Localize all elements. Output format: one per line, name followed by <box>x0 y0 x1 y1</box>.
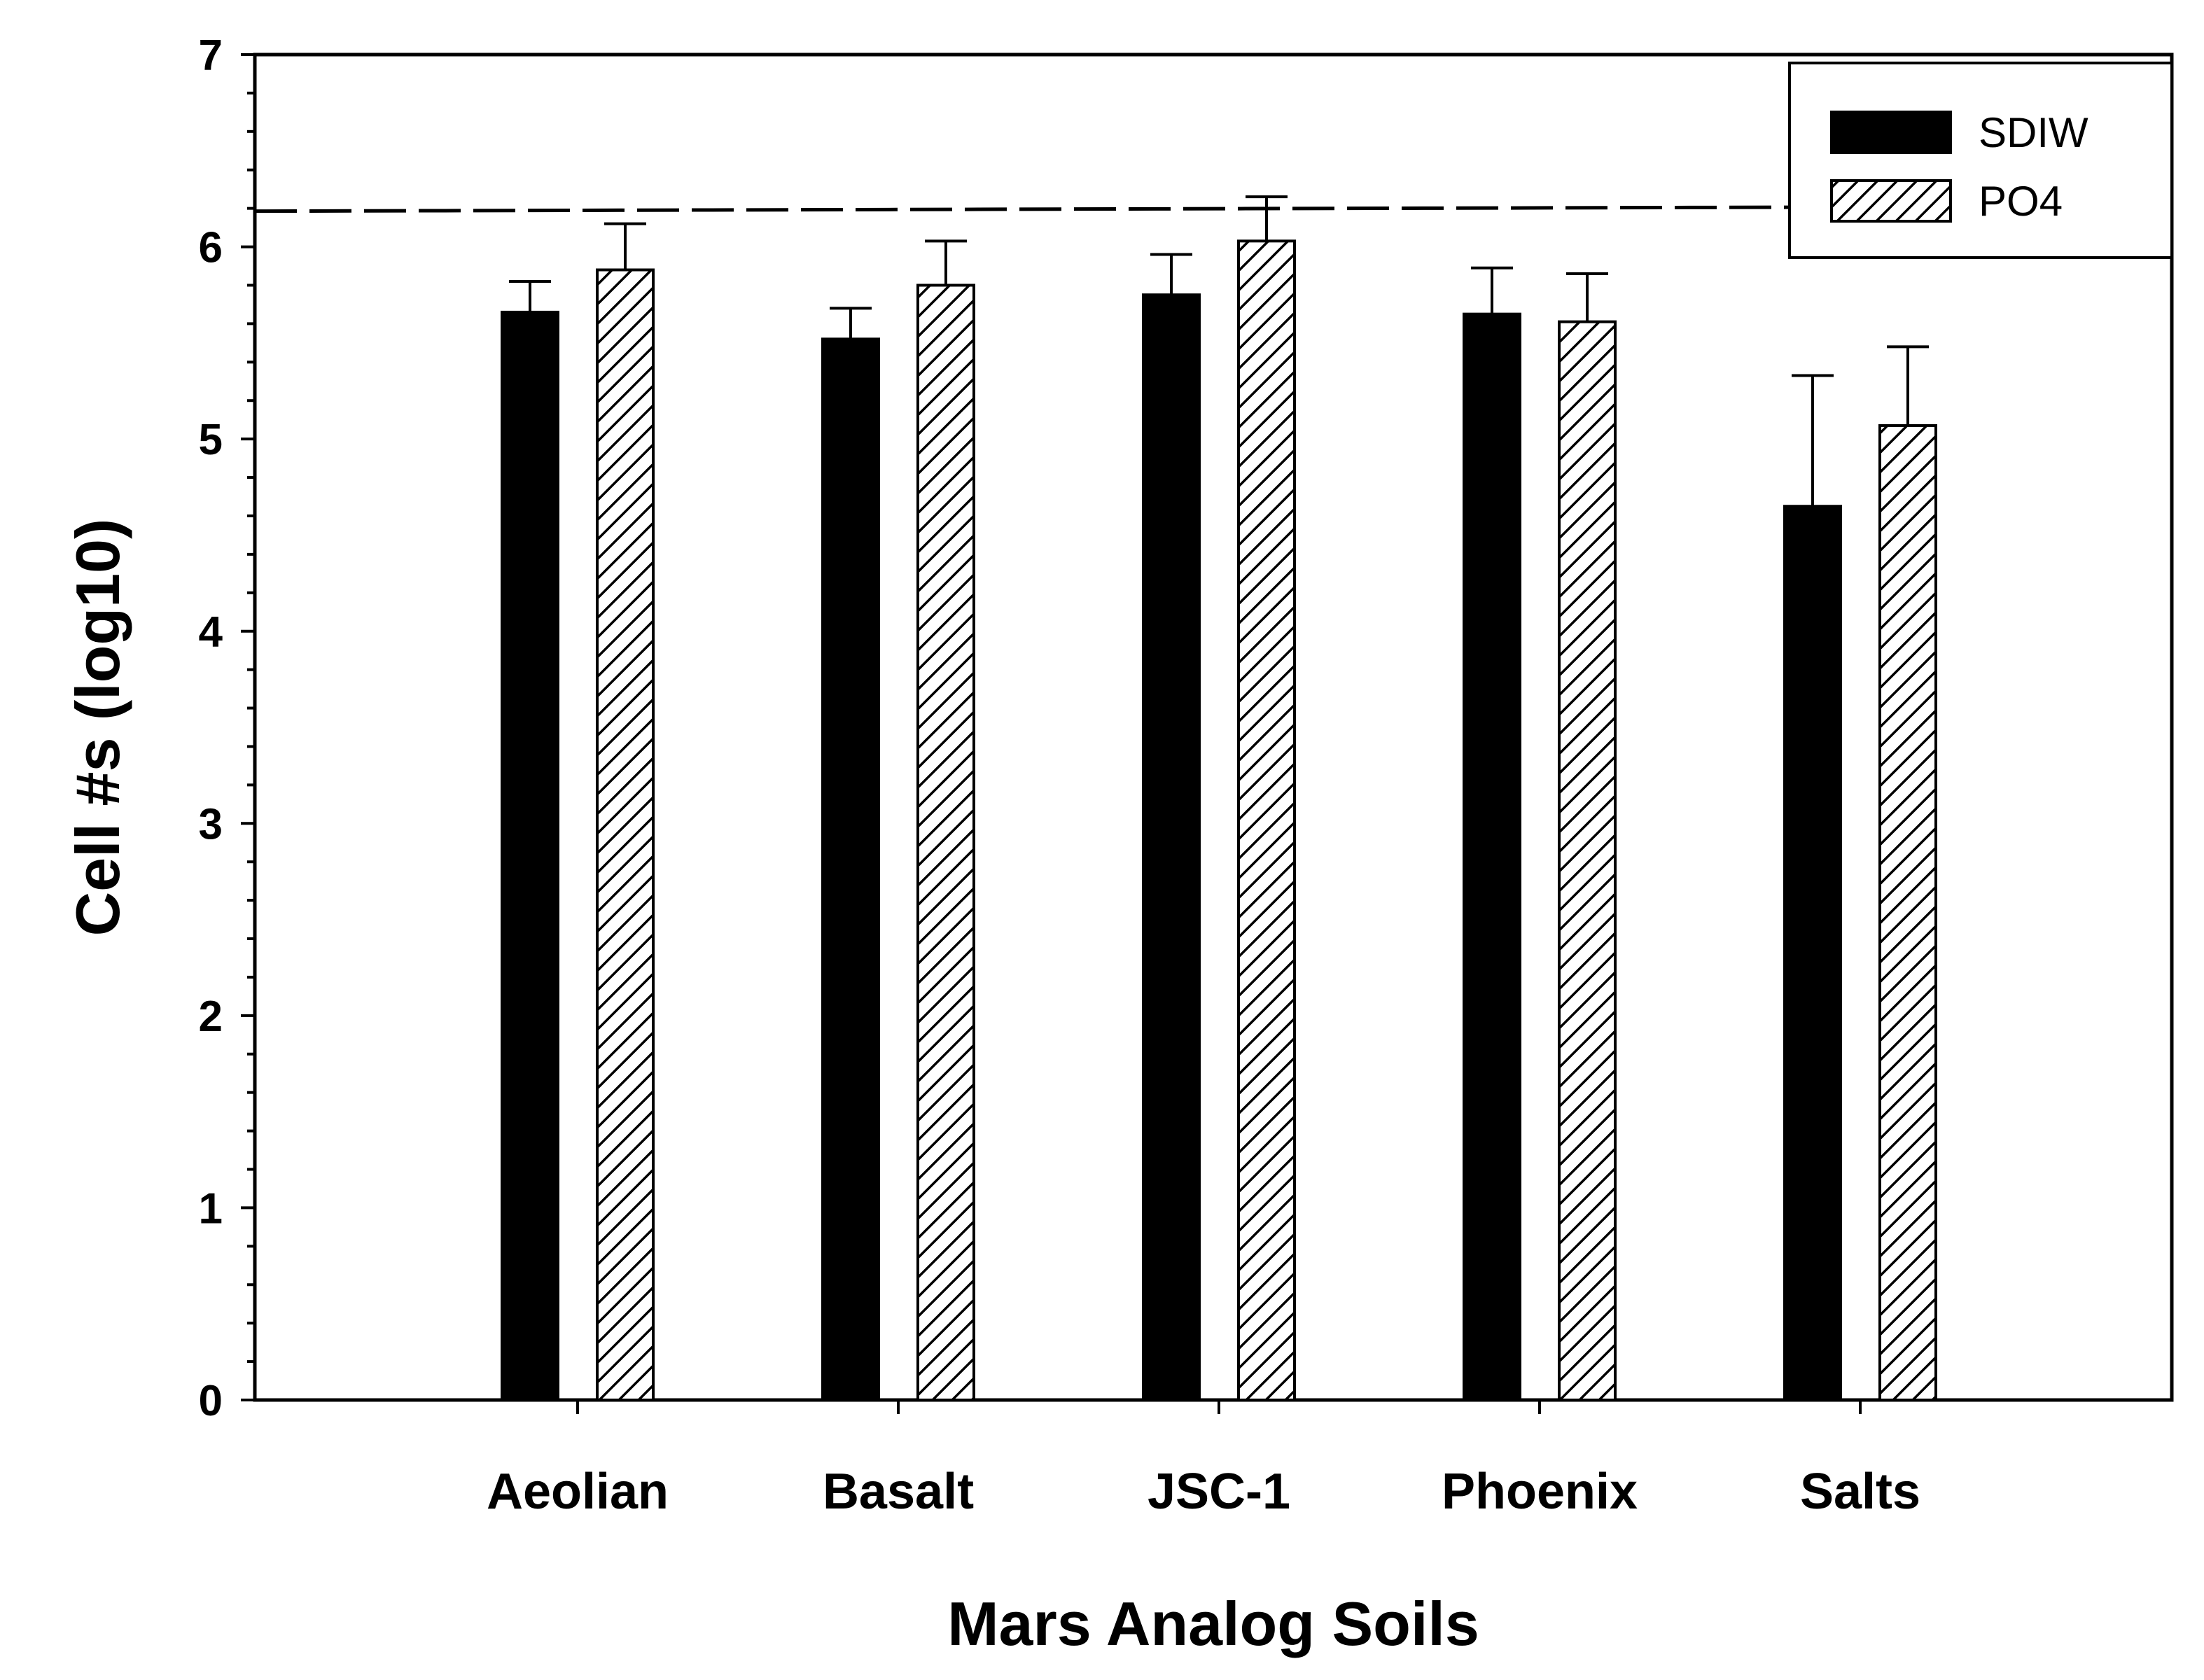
plot-frame <box>253 52 2174 1402</box>
x-tick-label: Phoenix <box>1442 1464 1638 1520</box>
legend-box <box>1788 62 2173 259</box>
y-axis-title: Cell #s (log10) <box>63 519 132 937</box>
legend-label-sdiw: SDIW <box>1979 109 2088 156</box>
bar-po4 <box>916 284 975 1401</box>
legend-label-po4: PO4 <box>1979 178 2063 225</box>
x-tick-label: Aeolian <box>487 1464 669 1520</box>
bar-sdiw <box>1142 293 1201 1402</box>
legend-swatch-po4 <box>1830 179 1952 223</box>
bar-sdiw <box>1783 505 1842 1402</box>
y-tick-label: 7 <box>199 31 223 80</box>
bar-po4 <box>1558 320 1617 1401</box>
bar-po4 <box>1237 239 1296 1402</box>
y-tick-label: 5 <box>199 416 223 464</box>
x-tick-label: Salts <box>1800 1464 1920 1520</box>
bar-po4 <box>1878 424 1937 1401</box>
x-tick-label: JSC-1 <box>1148 1464 1290 1520</box>
legend-swatch-sdiw <box>1830 111 1952 154</box>
y-tick-label: 3 <box>199 800 223 848</box>
y-tick-label: 1 <box>199 1184 223 1233</box>
x-axis-title: Mars Analog Soils <box>947 1589 1479 1658</box>
x-tick-label: Basalt <box>823 1464 974 1520</box>
bar-sdiw <box>501 310 559 1402</box>
y-tick-label: 4 <box>199 608 223 657</box>
bar-po4 <box>596 268 655 1401</box>
bar-sdiw <box>821 337 880 1401</box>
y-tick-label: 2 <box>199 993 223 1041</box>
y-tick-label: 0 <box>199 1377 223 1425</box>
bar-sdiw <box>1463 312 1521 1402</box>
y-tick-label: 6 <box>199 224 223 272</box>
